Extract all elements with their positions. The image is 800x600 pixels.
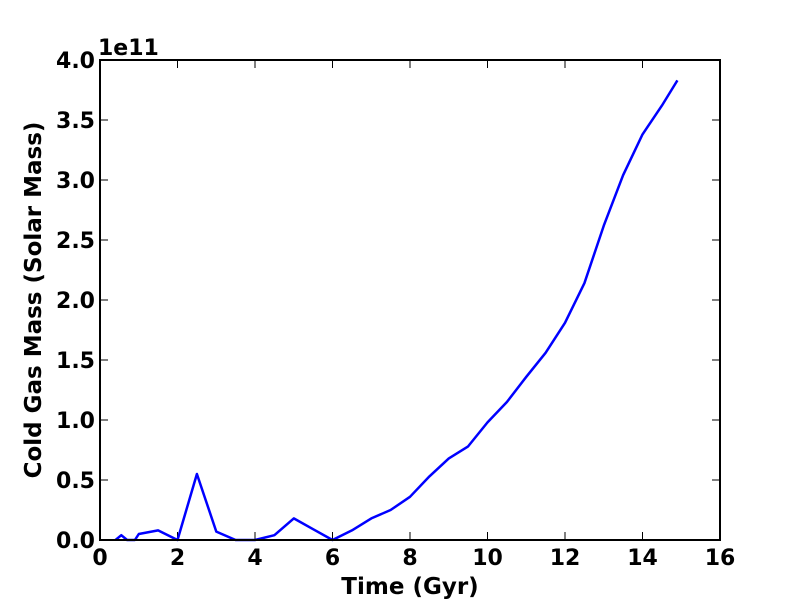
y-tick-label: 1.0 xyxy=(56,409,95,434)
x-tick-label: 0 xyxy=(92,546,107,571)
y-tick-label: 0.5 xyxy=(56,469,95,494)
x-tick-label: 4 xyxy=(247,546,262,571)
y-tick-label: 1.5 xyxy=(56,349,95,374)
y-tick-label: 2.5 xyxy=(56,229,95,254)
series-line xyxy=(114,79,679,542)
y-offset-label: 1e11 xyxy=(98,36,159,61)
x-axis-label: Time (Gyr) xyxy=(341,574,478,600)
x-tick-label: 10 xyxy=(472,546,503,571)
x-tick-label: 14 xyxy=(627,546,658,571)
plot-area xyxy=(100,60,720,540)
x-tick-label: 6 xyxy=(325,546,340,571)
x-tick-label: 8 xyxy=(402,546,417,571)
data-series xyxy=(114,79,679,542)
x-tick-label: 12 xyxy=(550,546,581,571)
y-ticks: 0.0 0.5 1.0 1.5 2.0 2.5 3.0 3.5 4.0 xyxy=(56,49,720,554)
x-tick-label: 2 xyxy=(170,546,185,571)
y-tick-label: 3.0 xyxy=(56,169,95,194)
x-ticks: 0 2 4 6 8 10 12 14 16 xyxy=(92,60,735,571)
y-axis-label: Cold Gas Mass (Solar Mass) xyxy=(21,122,47,479)
y-tick-label: 4.0 xyxy=(56,49,95,74)
plot-frame xyxy=(99,59,721,541)
y-tick-label: 0.0 xyxy=(56,529,95,554)
x-tick-label: 16 xyxy=(705,546,736,571)
y-tick-label: 3.5 xyxy=(56,109,95,134)
y-tick-label: 2.0 xyxy=(56,289,95,314)
